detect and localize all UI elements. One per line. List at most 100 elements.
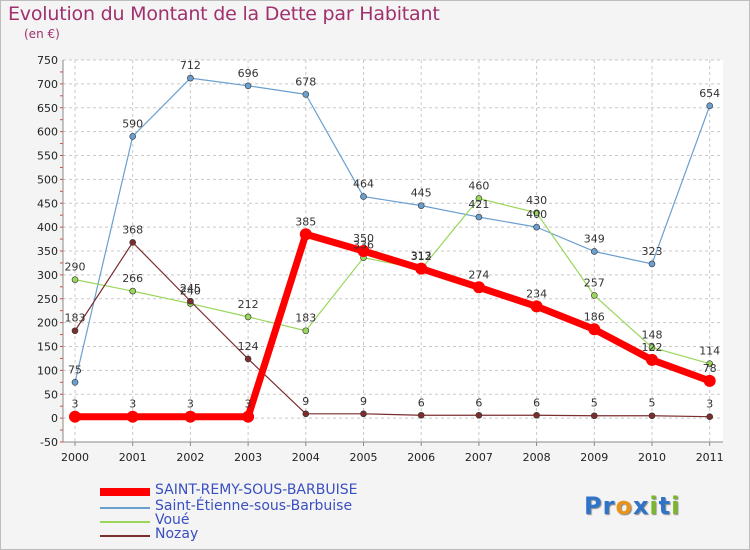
data-point [648, 344, 656, 351]
series-line-1 [74, 77, 711, 383]
data-label: 183 [295, 312, 316, 325]
data-point [706, 102, 714, 110]
x-tick-label: 2001 [119, 451, 147, 464]
data-label: 290 [65, 261, 86, 274]
logo-letter: P [584, 492, 603, 520]
data-point [129, 133, 136, 140]
data-point [302, 91, 310, 98]
x-tick-label: 2004 [292, 451, 320, 464]
data-point [360, 193, 367, 200]
data-label: 183 [65, 312, 86, 325]
line-chart: -50 0 50 100 150 200 250 300 350 400 450 500 550 600 6… [37, 54, 724, 464]
data-label: 186 [584, 310, 605, 323]
data-label: 3 [706, 398, 713, 411]
data-label: 3 [129, 398, 136, 411]
data-label: 696 [238, 67, 259, 80]
data-point [648, 412, 656, 420]
y-tick-label: 400 [37, 221, 58, 234]
legend-label: Saint-Étienne-sous-Barbuise [155, 498, 353, 514]
data-label: 460 [468, 179, 489, 192]
data-label: 312 [411, 250, 432, 263]
data-point [187, 297, 194, 305]
data-label: 654 [699, 87, 720, 100]
data-label: 336 [353, 239, 374, 252]
logo-letter: t [658, 492, 672, 520]
data-label: 385 [295, 215, 316, 228]
data-point [648, 260, 656, 268]
data-point [302, 327, 310, 335]
y-tick-label: 650 [37, 102, 58, 115]
data-point [533, 411, 540, 419]
x-tick-label: 2006 [407, 451, 435, 464]
data-point [706, 360, 714, 367]
y-tick-label: 350 [37, 245, 58, 258]
x-tick-label: 2007 [465, 451, 493, 464]
data-point [302, 410, 310, 418]
data-label: 257 [584, 276, 605, 289]
data-point [706, 413, 714, 420]
logo-letter: o [615, 492, 633, 520]
data-point [472, 281, 485, 294]
data-label: 5 [591, 397, 598, 410]
legend-swatch [100, 521, 150, 523]
data-label: 6 [533, 396, 540, 409]
logo-letter: r [602, 492, 616, 520]
series-line-0 [71, 230, 714, 421]
logo-letter: i [671, 492, 681, 520]
data-point [69, 410, 81, 423]
y-tick-label: 250 [37, 293, 58, 306]
data-point [244, 82, 252, 90]
x-tick-label: 2003 [234, 451, 262, 464]
data-point [590, 412, 598, 420]
data-label: 400 [526, 208, 547, 221]
data-point [646, 353, 658, 366]
y-tick-label: 150 [37, 341, 58, 354]
data-point [299, 228, 312, 241]
data-label: 245 [180, 282, 201, 295]
data-point [126, 410, 139, 423]
data-label: 3 [187, 398, 194, 411]
y-tick-label: 750 [37, 54, 58, 67]
data-point [475, 195, 483, 202]
data-label: 124 [238, 340, 259, 353]
data-point [71, 327, 79, 335]
logo-letter: x [632, 492, 650, 520]
data-point [590, 292, 598, 299]
data-label: 349 [584, 232, 605, 245]
proxiti-logo: Proxiti [584, 492, 680, 520]
y-tick-label: 700 [37, 78, 58, 91]
data-point [244, 313, 252, 321]
legend-swatch [100, 488, 150, 496]
logo-letter: i [649, 492, 659, 520]
data-label: 240 [180, 285, 201, 298]
data-point [533, 223, 540, 231]
data-label: 323 [642, 245, 663, 258]
data-label: 266 [122, 272, 143, 285]
y-tick-label: 100 [37, 364, 58, 377]
data-label: 3 [245, 398, 252, 411]
data-label: 274 [468, 268, 489, 281]
x-tick-label: 2009 [580, 451, 608, 464]
y-tick-label: -50 [40, 436, 58, 449]
data-label: 6 [475, 396, 482, 409]
data-label: 212 [238, 298, 259, 311]
data-point [187, 74, 194, 82]
chart-unit: (en €) [24, 27, 60, 41]
data-label: 313 [411, 250, 432, 263]
y-tick-label: 200 [37, 317, 58, 330]
data-point [244, 355, 252, 363]
y-tick-label: 450 [37, 197, 58, 210]
y-tick-label: 600 [37, 126, 58, 139]
y-tick-label: 50 [44, 388, 58, 401]
data-point [184, 410, 197, 423]
data-point [129, 239, 136, 246]
legend-label: Nozay [155, 526, 199, 542]
data-label: 5 [649, 397, 656, 410]
data-label: 590 [122, 117, 143, 130]
y-tick-label: 500 [37, 173, 58, 186]
data-label: 464 [353, 178, 374, 191]
data-label: 75 [68, 363, 82, 376]
data-label: 6 [418, 396, 425, 409]
data-label: 368 [122, 223, 143, 236]
data-point [71, 276, 79, 283]
